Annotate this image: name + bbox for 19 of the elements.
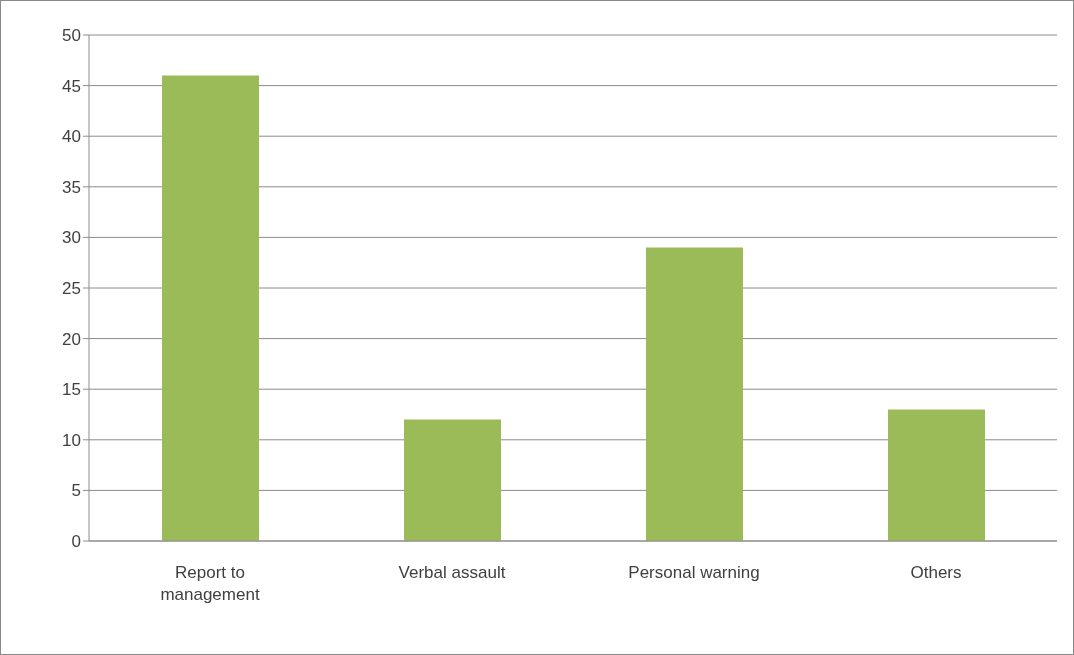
y-tick-label: 5	[71, 481, 81, 501]
x-tick-label: Report to management	[160, 563, 260, 604]
y-tick-label: 50	[62, 26, 81, 46]
y-tick-label: 0	[71, 532, 81, 552]
y-tick-label: 40	[62, 127, 81, 147]
y-tick-label: 15	[62, 380, 81, 400]
y-tick-label: 25	[62, 279, 81, 299]
bar	[646, 247, 743, 541]
y-tick-label: 30	[62, 228, 81, 248]
y-tick-label: 45	[62, 76, 81, 96]
y-tick-label: 20	[62, 329, 81, 349]
y-tick-label: 10	[62, 430, 81, 450]
y-tick-label: 35	[62, 177, 81, 197]
bar	[404, 419, 501, 541]
x-tick-label: Others	[910, 563, 962, 582]
x-tick-label: Personal warning	[628, 563, 760, 582]
x-tick-label: Verbal assault	[398, 563, 506, 582]
bar	[888, 409, 985, 541]
bar	[162, 75, 259, 541]
